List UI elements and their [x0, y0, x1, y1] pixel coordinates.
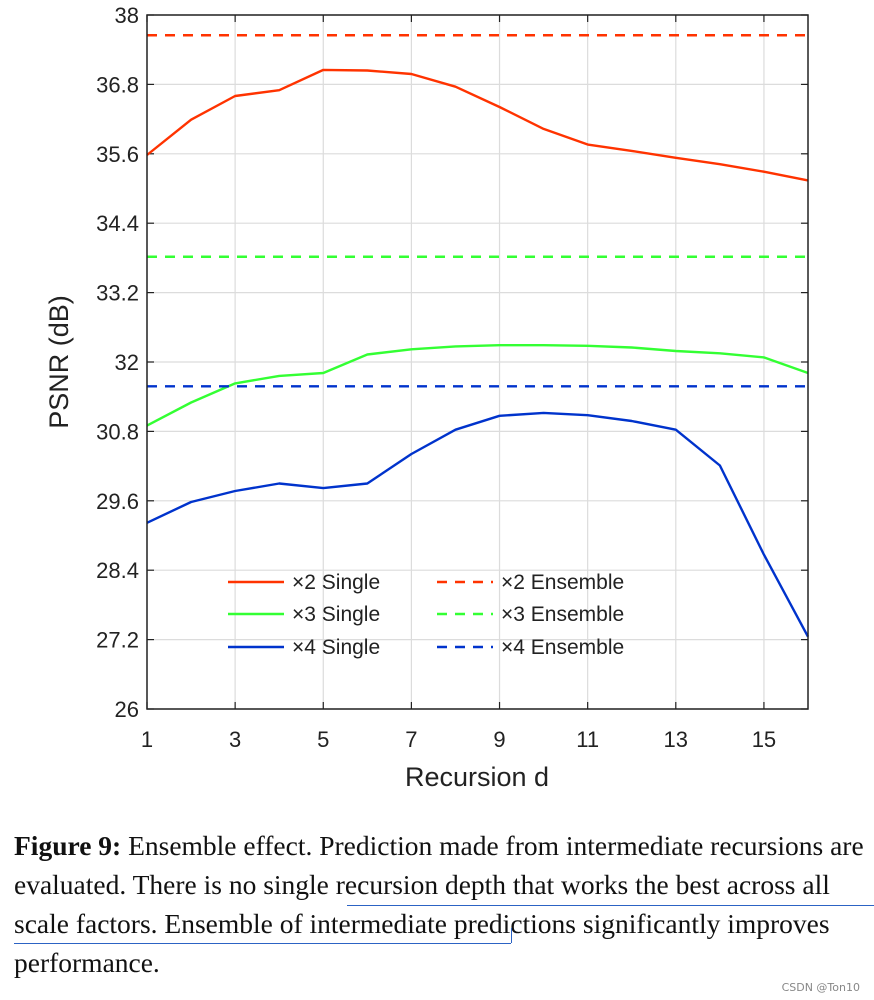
highlight-underline-2 — [14, 943, 511, 944]
plot-frame — [146, 14, 809, 710]
legend-label: ×4 Ensemble — [501, 636, 624, 659]
legend-label: ×4 Single — [292, 636, 380, 659]
y-tick-label: 30.8 — [96, 419, 139, 444]
series-3-single-line — [146, 344, 809, 427]
y-axis-label: PSNR (dB) — [44, 295, 74, 429]
y-tick-label: 32 — [115, 350, 139, 375]
y-tick-labels: 26 27.2 28.4 29.6 30.8 32 33.2 34.4 35.6 36.8 38 — [96, 3, 139, 722]
legend-label: ×3 Single — [292, 603, 380, 626]
x-tick-labels: 1 3 5 7 9 11 13 15 — [141, 727, 776, 752]
y-tick-label: 29.6 — [96, 489, 139, 514]
watermark: CSDN @Ton10 — [781, 981, 860, 994]
highlight-underline-end — [511, 928, 512, 943]
x-axis-label: Recursion d — [405, 762, 549, 792]
y-tick-label: 34.4 — [96, 211, 139, 236]
legend: ×2 Single ×3 Single ×4 Single ×2 Ensemble ×3… — [228, 571, 624, 659]
y-tick-label: 36.8 — [96, 72, 139, 97]
series-2-single-line — [146, 68, 809, 182]
y-tick-label: 28.4 — [96, 558, 139, 583]
y-tick-label: 35.6 — [96, 142, 139, 167]
psnr-recursion-chart: 26 27.2 28.4 29.6 30.8 32 33.2 34.4 35.6 36.8 38 1… — [44, 3, 810, 792]
series-group — [146, 34, 810, 638]
caption-text-part2: Ensemble of intermediate predictions sig… — [14, 908, 830, 978]
legend-label: ×2 Single — [292, 571, 380, 594]
x-tick-label: 9 — [493, 727, 505, 752]
caption-label: Figure 9: — [14, 830, 122, 861]
x-tick-label: 15 — [752, 727, 776, 752]
x-tick-label: 11 — [576, 727, 599, 752]
caption-highlight: There is no single recursion depth that … — [14, 869, 830, 939]
figure-caption: Figure 9: Ensemble effect. Prediction ma… — [14, 826, 864, 982]
legend-label: ×3 Ensemble — [501, 603, 624, 626]
caption-text-part1: Ensemble effect. Prediction made from in… — [14, 830, 864, 900]
y-tick-label: 26 — [115, 697, 139, 722]
x-tick-label: 1 — [141, 727, 153, 752]
x-tick-label: 3 — [229, 727, 241, 752]
grid — [146, 14, 808, 710]
y-tick-label: 33.2 — [96, 281, 139, 306]
highlight-underline-1 — [347, 905, 874, 906]
x-tick-label: 13 — [664, 727, 688, 752]
legend-label: ×2 Ensemble — [501, 571, 624, 594]
y-tick-label: 27.2 — [96, 628, 139, 653]
y-tick-label: 38 — [115, 3, 139, 28]
x-tick-label: 5 — [317, 727, 329, 752]
series-4-single-line — [146, 411, 810, 638]
x-tick-label: 7 — [405, 727, 417, 752]
